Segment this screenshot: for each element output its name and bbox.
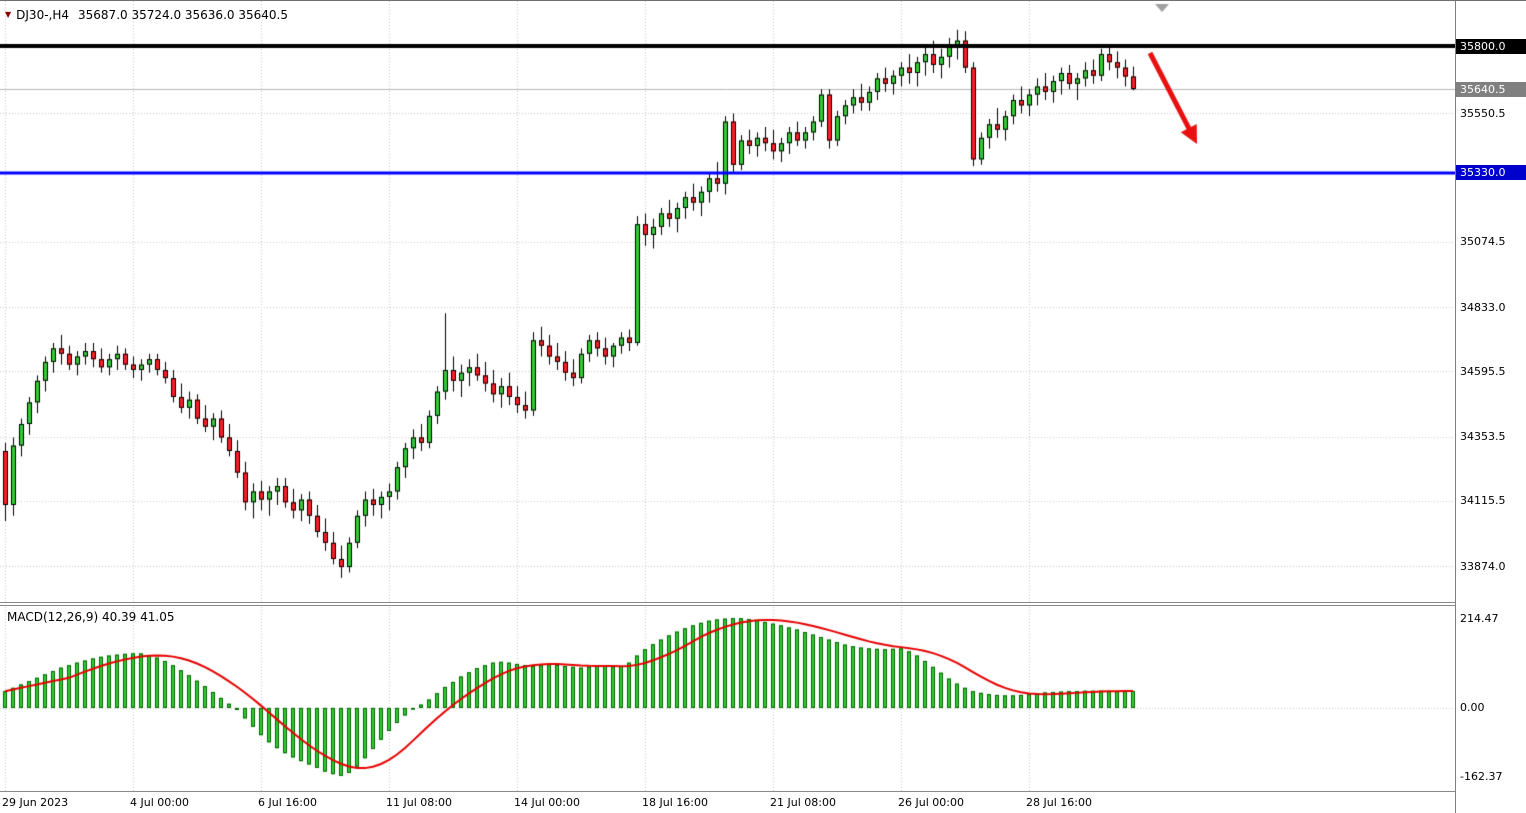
time-label-11-Jul-08-00: 11 Jul 08:00 [386,796,452,809]
chart-info: ▼ DJ30-,H4 35687.0 35724.0 35636.0 35640.5 [5,8,288,22]
macd-indicator-label: MACD(12,26,9) 40.39 41.05 [7,610,175,624]
macd-label-0.00: 0.00 [1460,701,1485,715]
symbol-period-label: DJ30-,H4 [16,8,70,22]
time-label-6-Jul-16-00: 6 Jul 16:00 [258,796,317,809]
price-label-34115.5: 34115.5 [1460,494,1506,508]
price-label-34353.5: 34353.5 [1460,430,1506,444]
time-label-28-Jul-16-00: 28 Jul 16:00 [1026,796,1092,809]
time-label-21-Jul-08-00: 21 Jul 08:00 [770,796,836,809]
time-axis-separator [0,791,1526,792]
price-label-35330.0: 35330.0 [1456,165,1526,181]
pane-separator[interactable] [0,602,1526,606]
ohlc-values: 35687.0 35724.0 35636.0 35640.5 [78,8,288,22]
time-axis[interactable]: 29 Jun 2023 4 Jul 00:00 6 Jul 16:00 11 Jul … [0,792,1455,813]
price-label-35550.5: 35550.5 [1460,106,1506,120]
time-label-14-Jul-00-00: 14 Jul 00:00 [514,796,580,809]
symbol-marker-icon: ▼ [5,10,12,19]
price-label-33874.0: 33874.0 [1460,559,1506,573]
price-label-35640.5: 35640.5 [1456,81,1526,97]
time-label-18-Jul-16-00: 18 Jul 16:00 [642,796,708,809]
price-label-35074.5: 35074.5 [1460,235,1506,249]
time-label-26-Jul-00-00: 26 Jul 00:00 [898,796,964,809]
time-label-4-Jul-00-00: 4 Jul 00:00 [130,796,189,809]
price-chart-canvas[interactable] [0,1,1455,813]
price-label-34595.5: 34595.5 [1460,364,1506,378]
time-label-29-Jun-2023: 29 Jun 2023 [2,796,69,809]
price-label-35800.0: 35800.0 [1456,38,1526,54]
macd-label-214.47: 214.47 [1460,611,1499,625]
price-axis[interactable]: 35800.0 35640.5 35550.5 35330.0 35074.5 34833… [1455,1,1526,813]
macd-label--162.37: -162.37 [1460,769,1503,783]
price-label-34833.0: 34833.0 [1460,300,1506,314]
